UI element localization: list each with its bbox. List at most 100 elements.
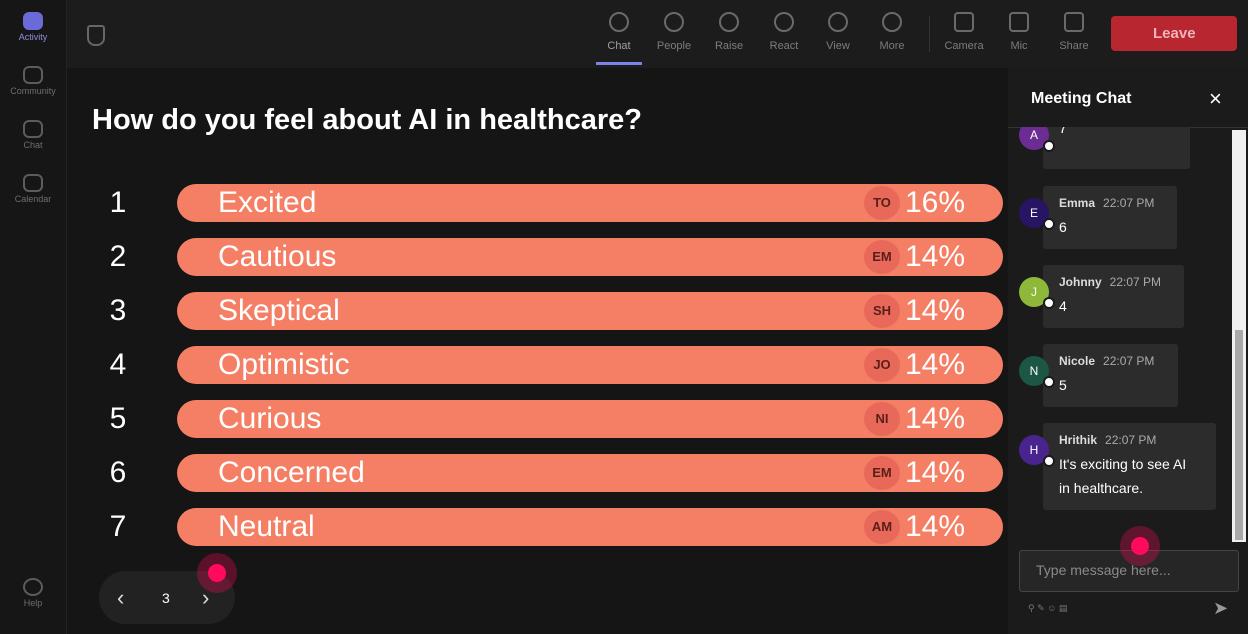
toolbar-button[interactable]: View	[813, 12, 863, 52]
close-button[interactable]: ×	[1209, 86, 1222, 111]
toolbar-label: Chat	[607, 40, 631, 52]
option-percent: 14%	[905, 294, 966, 327]
poll-title: How do you feel about AI in healthcare?	[92, 104, 642, 136]
message-time: 22:07 PM	[1105, 433, 1157, 447]
option-bar[interactable]: Concerned EM 14%	[177, 454, 1003, 492]
toolbar-icon	[954, 12, 974, 32]
status-dot	[1043, 297, 1055, 309]
chat-message: Emma 22:07 PM 6	[1043, 186, 1177, 249]
toolbar-button[interactable]: Raise	[704, 12, 754, 52]
toolbar-button[interactable]: More	[867, 12, 917, 52]
help-icon	[23, 578, 43, 596]
status-dot	[1043, 140, 1055, 152]
option-bar[interactable]: Cautious EM 14%	[177, 238, 1003, 276]
message-time: 22:07 PM	[1103, 196, 1155, 210]
sidebar-item[interactable]: Community	[0, 66, 66, 96]
option-label: Curious	[218, 402, 322, 435]
message-text: It's exciting to see AI in healthcare.	[1059, 456, 1187, 496]
message-time: 22:07 PM	[1103, 354, 1155, 368]
send-button[interactable]: ➤	[1213, 598, 1229, 618]
message-header: Hrithik 22:07 PM	[1059, 433, 1200, 447]
active-indicator	[596, 62, 642, 65]
help-label: Help	[23, 598, 43, 608]
option-number: 5	[109, 402, 127, 435]
sender-name: Emma	[1059, 196, 1096, 210]
click-indicator	[208, 564, 226, 582]
toolbar-button[interactable]: Mic	[994, 12, 1044, 52]
toolbar-button[interactable]: React	[759, 12, 809, 52]
sidebar-item[interactable]: Activity	[0, 12, 66, 42]
message-text: 4	[1059, 298, 1067, 314]
toolbar-button[interactable]: People	[649, 12, 699, 52]
option-bar[interactable]: Neutral AM 14%	[177, 508, 1003, 546]
prev-button[interactable]: ‹	[117, 585, 125, 610]
scroll-thumb[interactable]	[1235, 330, 1243, 540]
sidebar-icon	[23, 120, 43, 138]
option-label: Neutral	[218, 510, 315, 543]
toolbar-label: React	[769, 40, 799, 52]
click-indicator	[1131, 537, 1149, 555]
toolbar-label: More	[879, 40, 905, 52]
sender-name: Johnny	[1059, 275, 1102, 289]
message-text: 6	[1059, 219, 1067, 235]
option-percent: 16%	[905, 186, 966, 219]
option-number: 2	[109, 240, 127, 273]
option-percent: 14%	[905, 348, 966, 381]
option-number: 1	[109, 186, 127, 219]
chat-header-bg	[1008, 68, 1248, 127]
option-label: Cautious	[218, 240, 337, 273]
option-label: Skeptical	[218, 294, 340, 327]
toolbar-button[interactable]: Camera	[939, 12, 989, 52]
status-dot	[1043, 455, 1055, 467]
message-time: 22:07 PM	[1109, 275, 1162, 289]
toolbar-label: Raise	[714, 40, 744, 52]
scrollbar	[1232, 130, 1246, 542]
sidebar-item[interactable]: Calendar	[0, 174, 66, 204]
voter-initials: AM	[864, 510, 900, 544]
option-percent: 14%	[905, 510, 966, 543]
option-percent: 14%	[905, 402, 966, 435]
chat-message: Hrithik 22:07 PM It's exciting to see AI i…	[1043, 423, 1216, 510]
sidebar-label: Calendar	[14, 194, 52, 204]
message-header: Johnny 22:07 PM	[1059, 275, 1168, 289]
toolbar-icon	[664, 12, 684, 32]
sidebar-label: Community	[10, 86, 56, 96]
status-dot	[1043, 376, 1055, 388]
option-bar[interactable]: Skeptical SH 14%	[177, 292, 1003, 330]
sidebar-icon	[23, 174, 43, 192]
chat-message: Nicole 22:07 PM 5	[1043, 344, 1178, 407]
voter-initials: JO	[864, 348, 900, 382]
message-input[interactable]: Type message here...	[1019, 550, 1239, 592]
shield-icon	[87, 25, 105, 46]
voter-initials: TO	[864, 186, 900, 220]
sidebar-icon	[23, 12, 43, 30]
option-bar[interactable]: Curious NI 14%	[177, 400, 1003, 438]
sidebar-item[interactable]: Chat	[0, 120, 66, 150]
leave-button[interactable]: Leave	[1111, 16, 1237, 51]
sidebar-icon	[23, 66, 43, 84]
toolbar-label: Mic	[1010, 40, 1028, 52]
voter-initials: EM	[864, 456, 900, 490]
toolbar-icon	[828, 12, 848, 32]
chat-title: Meeting Chat	[1031, 90, 1132, 107]
toolbar-button[interactable]: Chat	[594, 12, 644, 52]
divider	[929, 16, 930, 52]
toolbar-label: Camera	[944, 40, 984, 52]
toolbar-button[interactable]: Share	[1049, 12, 1099, 52]
toolbar-icon	[1064, 12, 1084, 32]
format-icons[interactable]: ⚲ ✎ ☺ ▤	[1028, 603, 1068, 613]
next-button[interactable]: ›	[202, 585, 210, 610]
help-button[interactable]: Help	[0, 578, 66, 608]
message-text: 5	[1059, 377, 1067, 393]
sender-name: Hrithik	[1059, 433, 1098, 447]
toolbar-label: View	[826, 40, 850, 52]
option-bar[interactable]: Excited TO 16%	[177, 184, 1003, 222]
toolbar-icon	[882, 12, 902, 32]
option-number: 3	[109, 294, 127, 327]
option-percent: 14%	[905, 456, 966, 489]
sidebar: Help Activity Community Chat Calendar	[0, 0, 67, 634]
page-number: 3	[162, 590, 170, 606]
option-bar[interactable]: Optimistic JO 14%	[177, 346, 1003, 384]
voter-initials: SH	[864, 294, 900, 328]
sidebar-label: Chat	[23, 140, 43, 150]
